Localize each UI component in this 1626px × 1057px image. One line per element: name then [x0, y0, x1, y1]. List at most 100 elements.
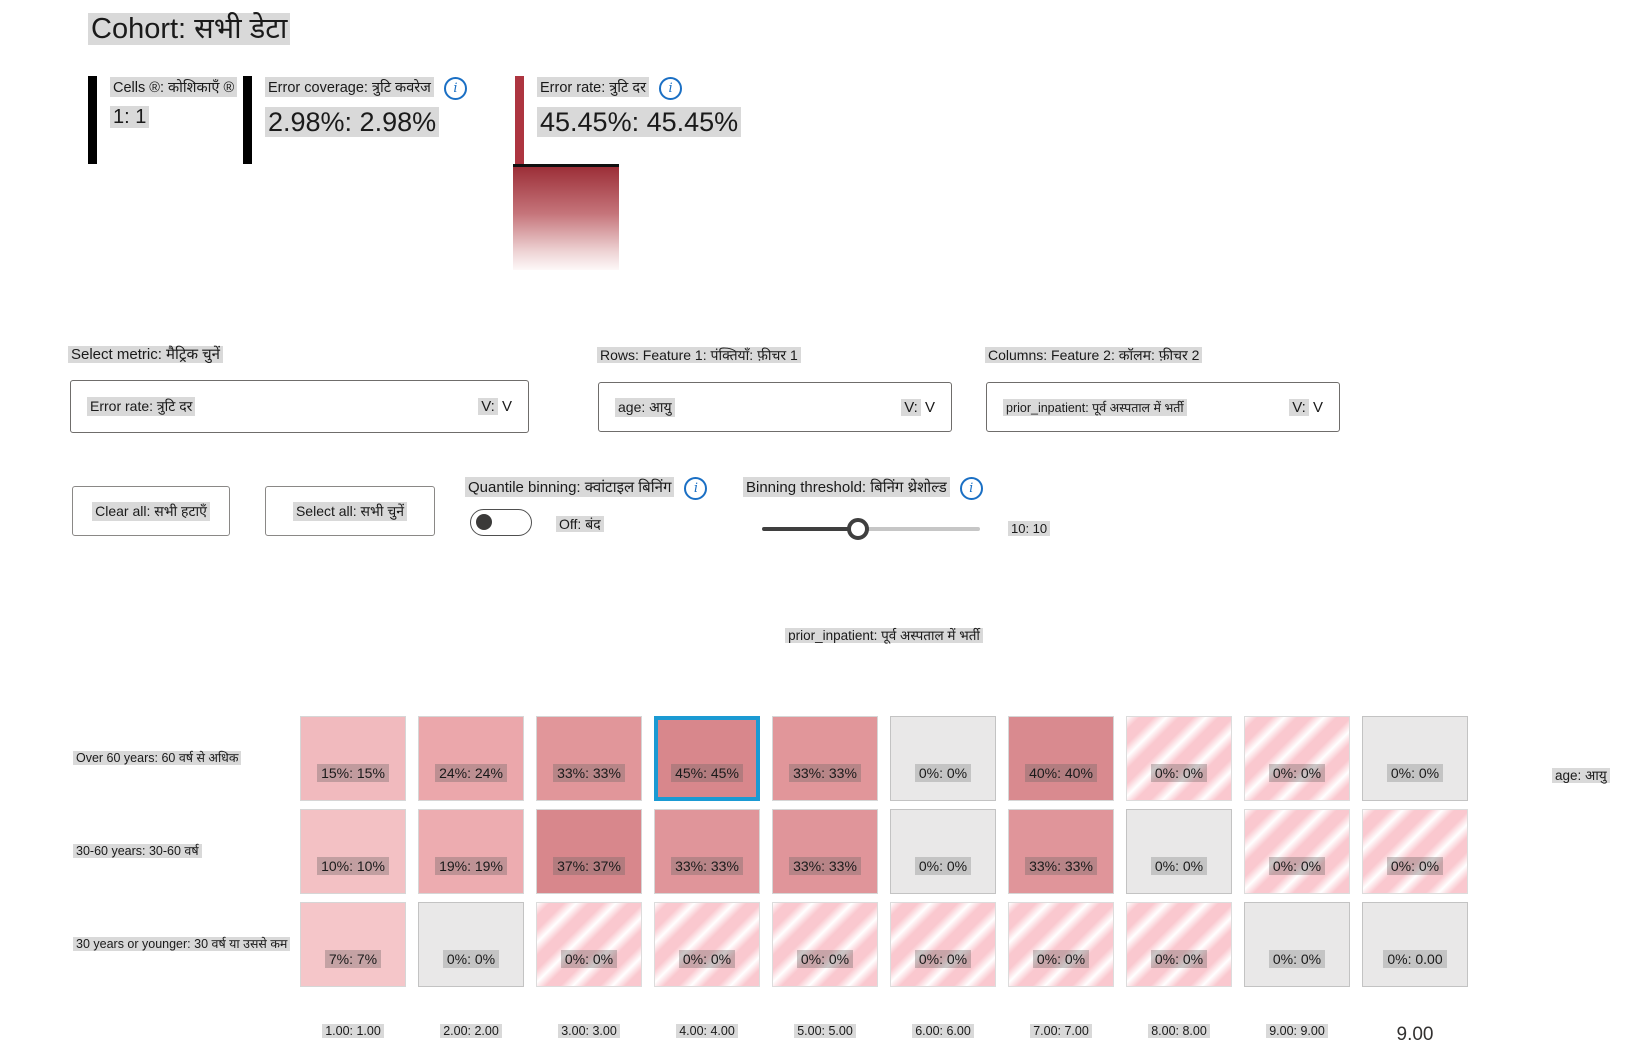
matrix-cell-r1-c7[interactable]: 40%: 40% [1008, 716, 1114, 801]
matrix-cell-r2-c9[interactable]: 0%: 0% [1244, 809, 1350, 894]
error-coverage-metric-bar [243, 76, 252, 164]
error-coverage-metric: Error coverage: त्रुटि कवरेज i 2.98%: 2.… [243, 76, 467, 164]
error-rate-gradient-legend [513, 164, 619, 270]
rows-feature-dropdown[interactable]: age: आयु V: V [598, 382, 952, 432]
matrix-column-label-7: 7.00: 7.00 [1008, 1024, 1114, 1046]
slider-track-filled [762, 527, 858, 531]
select-metric-dropdown[interactable]: Error rate: त्रुटि दर V: V [70, 380, 529, 433]
rows-feature-value: age: आयु [615, 397, 675, 417]
matrix-cell-r1-c4[interactable]: 45%: 45% [654, 716, 760, 801]
matrix-cell-value: 0%: 0% [678, 950, 736, 968]
cells-metric-label: Cells ®: कोशिकाएँ ® [110, 77, 238, 97]
matrix-cell-r3-c9[interactable]: 0%: 0% [1244, 902, 1350, 987]
matrix-cell-r2-c4[interactable]: 33%: 33% [654, 809, 760, 894]
matrix-cell-value: 0%: 0% [1268, 950, 1326, 968]
matrix-cell-value: 0%: 0% [796, 950, 854, 968]
matrix-cell-r2-c2[interactable]: 19%: 19% [418, 809, 524, 894]
matrix-grid: 15%: 15% 24%: 24% 33%: 33% 45%: 45% 33%: 33%… [300, 716, 1468, 987]
matrix-cell-r2-c10[interactable]: 0%: 0% [1362, 809, 1468, 894]
matrix-column-labels: 1.00: 1.00 2.00: 2.00 3.00: 3.00 4.00: 4.00… [300, 1024, 1468, 1046]
chevron-down-icon: V: V [1289, 398, 1323, 416]
matrix-row-label-2: 30-60 years: 30-60 वर्ष [73, 842, 202, 859]
matrix-cell-value: 24%: 24% [435, 764, 507, 782]
chevron-down-icon: V: V [901, 398, 935, 416]
matrix-cell-r2-c5[interactable]: 33%: 33% [772, 809, 878, 894]
matrix-cell-r1-c5[interactable]: 33%: 33% [772, 716, 878, 801]
matrix-column-feature-label: prior_inpatient: पूर्व अस्पताल में भर्ती [300, 626, 1468, 644]
matrix-cell-value: 0%: 0% [914, 950, 972, 968]
matrix-cell-value: 40%: 40% [1025, 764, 1097, 782]
error-coverage-metric-value: 2.98%: 2.98% [265, 107, 440, 137]
matrix-cell-r1-c3[interactable]: 33%: 33% [536, 716, 642, 801]
select-all-button[interactable]: Select all: सभी चुनें [265, 486, 435, 536]
clear-all-button[interactable]: Clear all: सभी हटाएँ [72, 486, 230, 536]
quantile-binning-state: Off: बंद [556, 515, 604, 534]
matrix-cell-r1-c2[interactable]: 24%: 24% [418, 716, 524, 801]
cells-metric-value: 1: 1 [110, 106, 150, 128]
matrix-cell-r2-c1[interactable]: 10%: 10% [300, 809, 406, 894]
matrix-cell-value: 7%: 7% [324, 950, 382, 968]
matrix-cell-value: 0%: 0.00 [1383, 950, 1447, 968]
matrix-cell-value: 0%: 0% [1268, 764, 1326, 782]
matrix-cell-r1-c9[interactable]: 0%: 0% [1244, 716, 1350, 801]
matrix-cell-r3-c5[interactable]: 0%: 0% [772, 902, 878, 987]
matrix-cell-value: 33%: 33% [1025, 857, 1097, 875]
error-rate-metric-bar [515, 76, 524, 164]
matrix-row-label-3: 30 years or younger: 30 वर्ष या उससे कम [73, 935, 291, 952]
select-metric-value: Error rate: त्रुटि दर [87, 397, 196, 416]
matrix-cell-r3-c4[interactable]: 0%: 0% [654, 902, 760, 987]
slider-thumb[interactable] [847, 518, 869, 540]
cells-metric: Cells ®: कोशिकाएँ ® 1: 1 [88, 76, 238, 164]
matrix-cell-value: 19%: 19% [435, 857, 507, 875]
matrix-cell-r2-c8[interactable]: 0%: 0% [1126, 809, 1232, 894]
matrix-cell-value: 0%: 0% [1386, 857, 1444, 875]
matrix-cell-r2-c3[interactable]: 37%: 37% [536, 809, 642, 894]
matrix-cell-r3-c6[interactable]: 0%: 0% [890, 902, 996, 987]
slider-track [858, 527, 980, 531]
error-coverage-info-icon[interactable]: i [443, 77, 467, 100]
matrix-cell-r3-c3[interactable]: 0%: 0% [536, 902, 642, 987]
matrix-column-label-6: 6.00: 6.00 [890, 1024, 996, 1046]
cohort-title: Cohort: सभी डेटा [88, 8, 291, 47]
matrix-cell-r1-c10[interactable]: 0%: 0% [1362, 716, 1468, 801]
matrix-cell-value: 0%: 0% [1268, 857, 1326, 875]
matrix-cell-r3-c1[interactable]: 7%: 7% [300, 902, 406, 987]
matrix-cell-r3-c7[interactable]: 0%: 0% [1008, 902, 1114, 987]
matrix-cell-value: 0%: 0% [1150, 857, 1208, 875]
binning-threshold-slider[interactable] [762, 518, 980, 540]
matrix-column-label-8: 8.00: 8.00 [1126, 1024, 1232, 1046]
rows-feature-label: Rows: Feature 1: पंक्तियाँ: फ़ीचर 1 [597, 346, 801, 365]
matrix-cell-r1-c6[interactable]: 0%: 0% [890, 716, 996, 801]
matrix-cell-r2-c6[interactable]: 0%: 0% [890, 809, 996, 894]
matrix-cell-value: 0%: 0% [560, 950, 618, 968]
cells-metric-bar [88, 76, 97, 164]
matrix-column-label-3: 3.00: 3.00 [536, 1024, 642, 1046]
error-coverage-metric-label: Error coverage: त्रुटि कवरेज [265, 77, 434, 97]
matrix-cell-r1-c8[interactable]: 0%: 0% [1126, 716, 1232, 801]
matrix-cell-r1-c1[interactable]: 15%: 15% [300, 716, 406, 801]
matrix-cell-r3-c2[interactable]: 0%: 0% [418, 902, 524, 987]
matrix-column-label-9: 9.00: 9.00 [1244, 1024, 1350, 1046]
matrix-row-feature-label: age: आयु [1552, 766, 1610, 784]
toggle-knob-icon [476, 514, 492, 530]
matrix-cell-value: 33%: 33% [789, 764, 861, 782]
quantile-binning-toggle[interactable] [470, 509, 532, 536]
binning-threshold-value: 10: 10 [1008, 521, 1051, 536]
matrix-cell-r3-c8[interactable]: 0%: 0% [1126, 902, 1232, 987]
matrix-cell-r2-c7[interactable]: 33%: 33% [1008, 809, 1114, 894]
matrix-cell-r3-c10[interactable]: 0%: 0.00 [1362, 902, 1468, 987]
error-rate-info-icon[interactable]: i [659, 77, 683, 100]
quantile-binning-info-icon[interactable]: i [684, 477, 708, 500]
cols-feature-dropdown[interactable]: prior_inpatient: पूर्व अस्पताल में भर्ती… [986, 382, 1340, 432]
binning-threshold-info-icon[interactable]: i [959, 477, 983, 500]
matrix-cell-value: 0%: 0% [1150, 950, 1208, 968]
cols-feature-value: prior_inpatient: पूर्व अस्पताल में भर्ती [1003, 398, 1187, 416]
matrix-cell-value: 33%: 33% [671, 857, 743, 875]
matrix-cell-value: 33%: 33% [553, 764, 625, 782]
matrix-cell-value: 0%: 0% [914, 764, 972, 782]
binning-threshold-label-row: Binning threshold: बिनिंग थ्रेशोल्ड i [743, 477, 983, 500]
matrix-cell-value: 45%: 45% [671, 764, 743, 782]
error-rate-metric-label: Error rate: त्रुटि दर [537, 77, 650, 97]
matrix-cell-value: 0%: 0% [1032, 950, 1090, 968]
